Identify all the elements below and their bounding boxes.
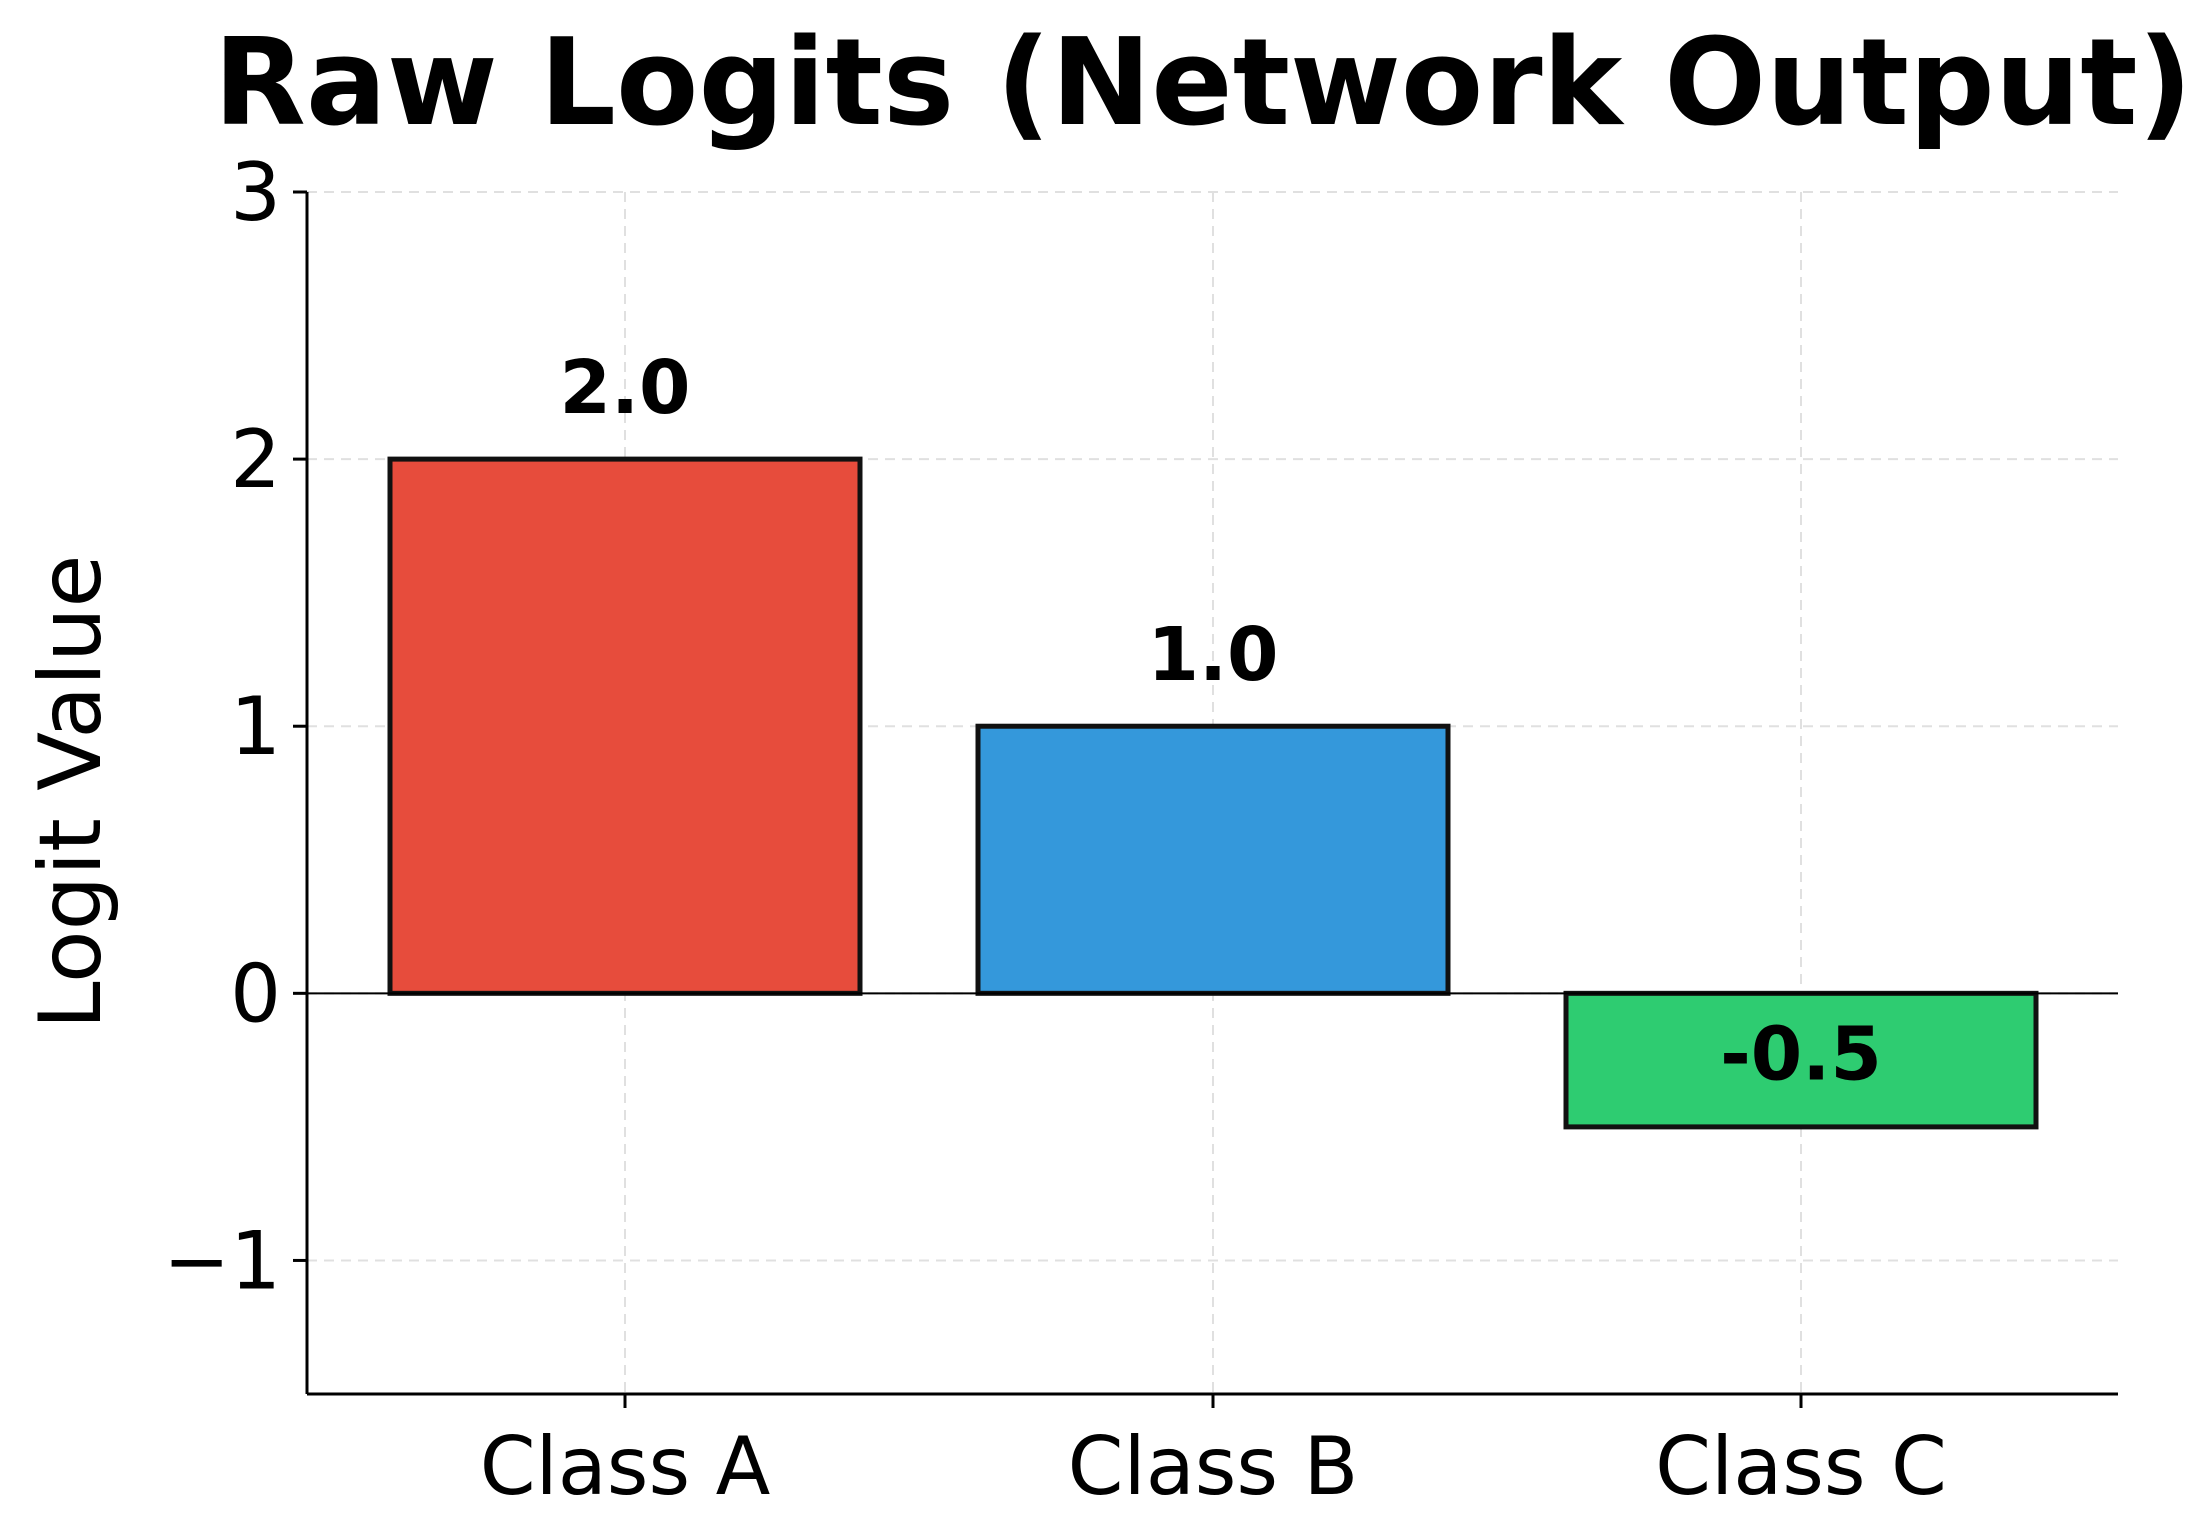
chart-title: Raw Logits (Network Output) bbox=[214, 14, 2186, 153]
y-tick-label: 0 bbox=[230, 947, 281, 1040]
x-tick-label: Class A bbox=[480, 1420, 771, 1513]
y-tick-label: 2 bbox=[230, 413, 281, 506]
axes bbox=[293, 190, 2118, 1408]
labels: −1 0 1 2 3 Class A Class B Class C 2.0 1.0 -0.5 bbox=[163, 146, 1947, 1513]
x-tick-label: Class B bbox=[1068, 1420, 1359, 1513]
bar-class-a bbox=[387, 456, 863, 996]
y-tick-label: −1 bbox=[163, 1214, 281, 1307]
bar-class-c bbox=[1563, 990, 2039, 1130]
y-axis-label: Logit Value bbox=[21, 555, 121, 1030]
y-tick-label: 3 bbox=[230, 146, 281, 239]
bar-value-label: -0.5 bbox=[1720, 1011, 1882, 1097]
y-tick-label: 1 bbox=[230, 680, 281, 773]
bar-class-b bbox=[975, 723, 1451, 996]
bar-value-label: 2.0 bbox=[559, 345, 690, 431]
x-tick-label: Class C bbox=[1655, 1420, 1947, 1513]
bar-value-label: 1.0 bbox=[1147, 612, 1278, 698]
